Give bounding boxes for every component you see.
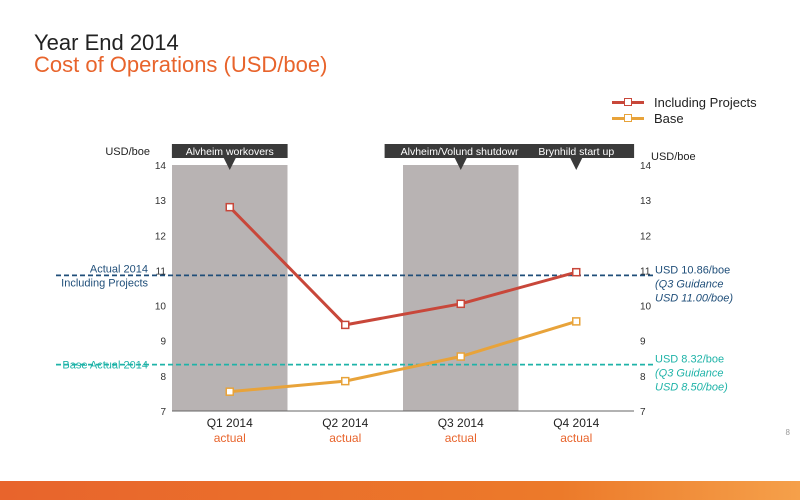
page-title: Year End 2014	[34, 30, 179, 55]
data-point	[341, 376, 350, 386]
footer-bar	[0, 481, 800, 500]
data-point	[341, 320, 350, 330]
shaded-band	[172, 165, 288, 411]
y-tick-label-right: 14	[640, 161, 652, 172]
data-point	[572, 317, 581, 326]
y-tick-label-left: 13	[155, 196, 167, 207]
x-tick-label: Q2 2014	[322, 416, 368, 430]
page-subtitle: Cost of Operations (USD/boe)	[34, 52, 328, 77]
reference-right-label: USD 11.00/boe)	[655, 292, 733, 304]
x-tick-label: Q1 2014	[207, 416, 253, 430]
y-tick-label-right: 8	[640, 372, 646, 383]
reference-right-label: USD 10.86/boe	[655, 264, 730, 276]
data-point	[225, 202, 234, 212]
legend-label: Base	[654, 110, 684, 126]
x-tick-label: Q3 2014	[438, 416, 484, 430]
legend-item-including-projects: Including Projects	[612, 94, 757, 110]
callout-pointer	[223, 158, 236, 170]
legend-swatch-base	[612, 111, 644, 125]
legend-swatch-including-projects	[612, 95, 644, 109]
series-line-including-projects	[228, 206, 577, 327]
callout-box	[171, 144, 288, 158]
x-tick-sublabel: actual	[329, 431, 361, 445]
callout-box	[384, 144, 537, 158]
legend-item-base: Base	[612, 110, 757, 126]
y-axis-label-left: USD/boe	[105, 146, 150, 158]
callout-pointer	[454, 158, 467, 170]
reference-left-label: Actual 2014	[90, 263, 148, 275]
y-tick-label-left: 9	[160, 337, 166, 348]
y-tick-label-right: 10	[640, 302, 652, 313]
callout-label: Alvheim workovers	[186, 146, 274, 158]
y-tick-label-left: 10	[155, 302, 167, 313]
x-tick-sublabel: actual	[445, 431, 477, 445]
callout-label: Alvheim/Volund shutdown	[401, 146, 521, 158]
y-tick-label-right: 11	[640, 266, 651, 277]
y-tick-label-right: 13	[640, 196, 652, 207]
reference-left-label: Base Actual 2014	[62, 360, 148, 372]
reference-right-label: USD 8.50/boe)	[655, 382, 728, 394]
reference-left-label: Including Projects	[61, 277, 148, 289]
reference-right-label: (Q3 Guidance	[655, 368, 723, 380]
y-tick-label-right: 9	[640, 337, 646, 348]
shaded-band	[403, 165, 519, 411]
legend-label: Including Projects	[654, 94, 757, 110]
reference-right-label: USD 8.32/boe	[655, 354, 724, 366]
series-line-base	[229, 319, 577, 394]
data-point	[456, 352, 465, 361]
data-point	[456, 299, 465, 309]
legend: Including Projects Base	[612, 94, 757, 126]
callout-pointer	[570, 158, 583, 170]
data-point	[225, 387, 234, 396]
callout-box	[518, 144, 635, 158]
y-tick-label-left: 8	[160, 372, 166, 383]
reference-right-label: (Q3 Guidance	[655, 278, 723, 290]
y-tick-label-left: 7	[160, 407, 166, 418]
y-tick-label-left: 12	[155, 231, 167, 242]
x-tick-sublabel: actual	[214, 431, 246, 445]
x-tick-sublabel: actual	[560, 431, 592, 445]
page-number: 8	[785, 428, 790, 437]
y-tick-label-left: 14	[155, 161, 167, 172]
y-tick-label-left: 11	[156, 266, 167, 277]
y-tick-label-right: 7	[640, 407, 646, 418]
y-tick-label-right: 12	[640, 231, 652, 242]
data-point	[572, 267, 581, 277]
y-axis-label-right: USD/boe	[651, 151, 696, 163]
callout-label: Brynhild start up	[538, 146, 614, 158]
x-tick-label: Q4 2014	[553, 416, 599, 430]
